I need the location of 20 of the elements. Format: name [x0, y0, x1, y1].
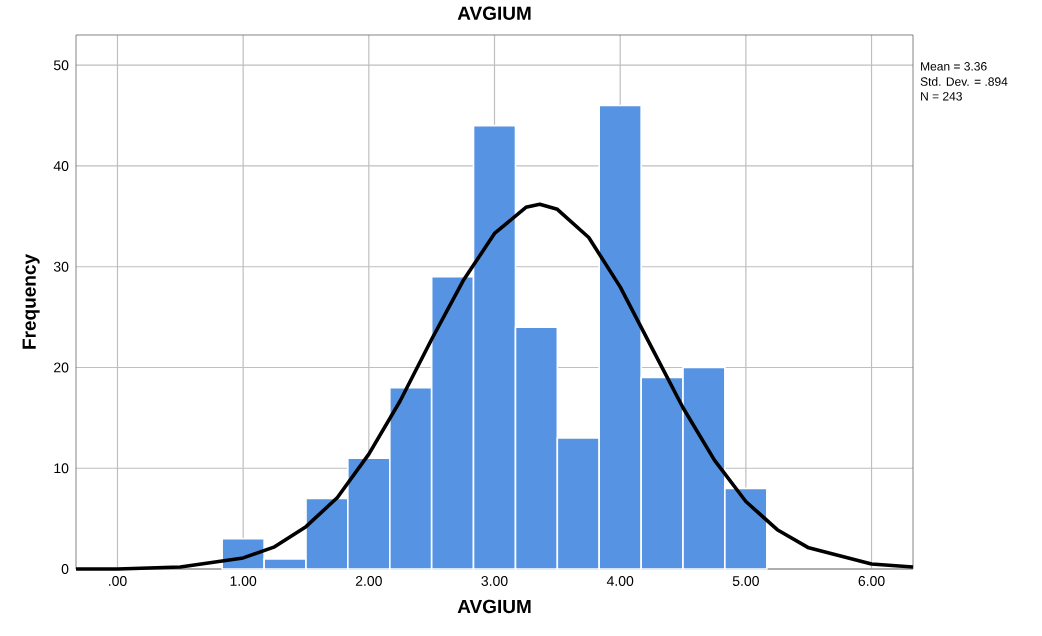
x-tick-label: 1.00	[230, 576, 257, 586]
line-series	[74, 202, 915, 571]
y-tick-label: 0	[61, 564, 69, 574]
text: Std. Dev. = .894	[920, 77, 1008, 86]
text: Mean = 3.36	[921, 62, 987, 71]
y-axis-title: Frequency	[22, 254, 40, 349]
y-tick-label: 40	[53, 161, 69, 171]
x-tick-label: 3.00	[481, 576, 508, 586]
text: N = 243	[921, 92, 962, 101]
x-axis-title: AVGIUM	[457, 599, 531, 614]
x-tick-label: 5.00	[732, 576, 759, 586]
x-tick-label: 2.00	[355, 576, 382, 586]
x-tick-label: 6.00	[858, 576, 885, 586]
y-tick-label: 30	[53, 261, 69, 272]
chart-title: AVGIUM	[457, 6, 531, 20]
x-tick-label: 4.00	[606, 576, 634, 586]
y-tick-label: 10	[54, 463, 69, 474]
y-tick-label: 20	[54, 362, 69, 373]
y-tick-label: 50	[53, 60, 69, 71]
x-tick-label: .00	[109, 576, 127, 586]
